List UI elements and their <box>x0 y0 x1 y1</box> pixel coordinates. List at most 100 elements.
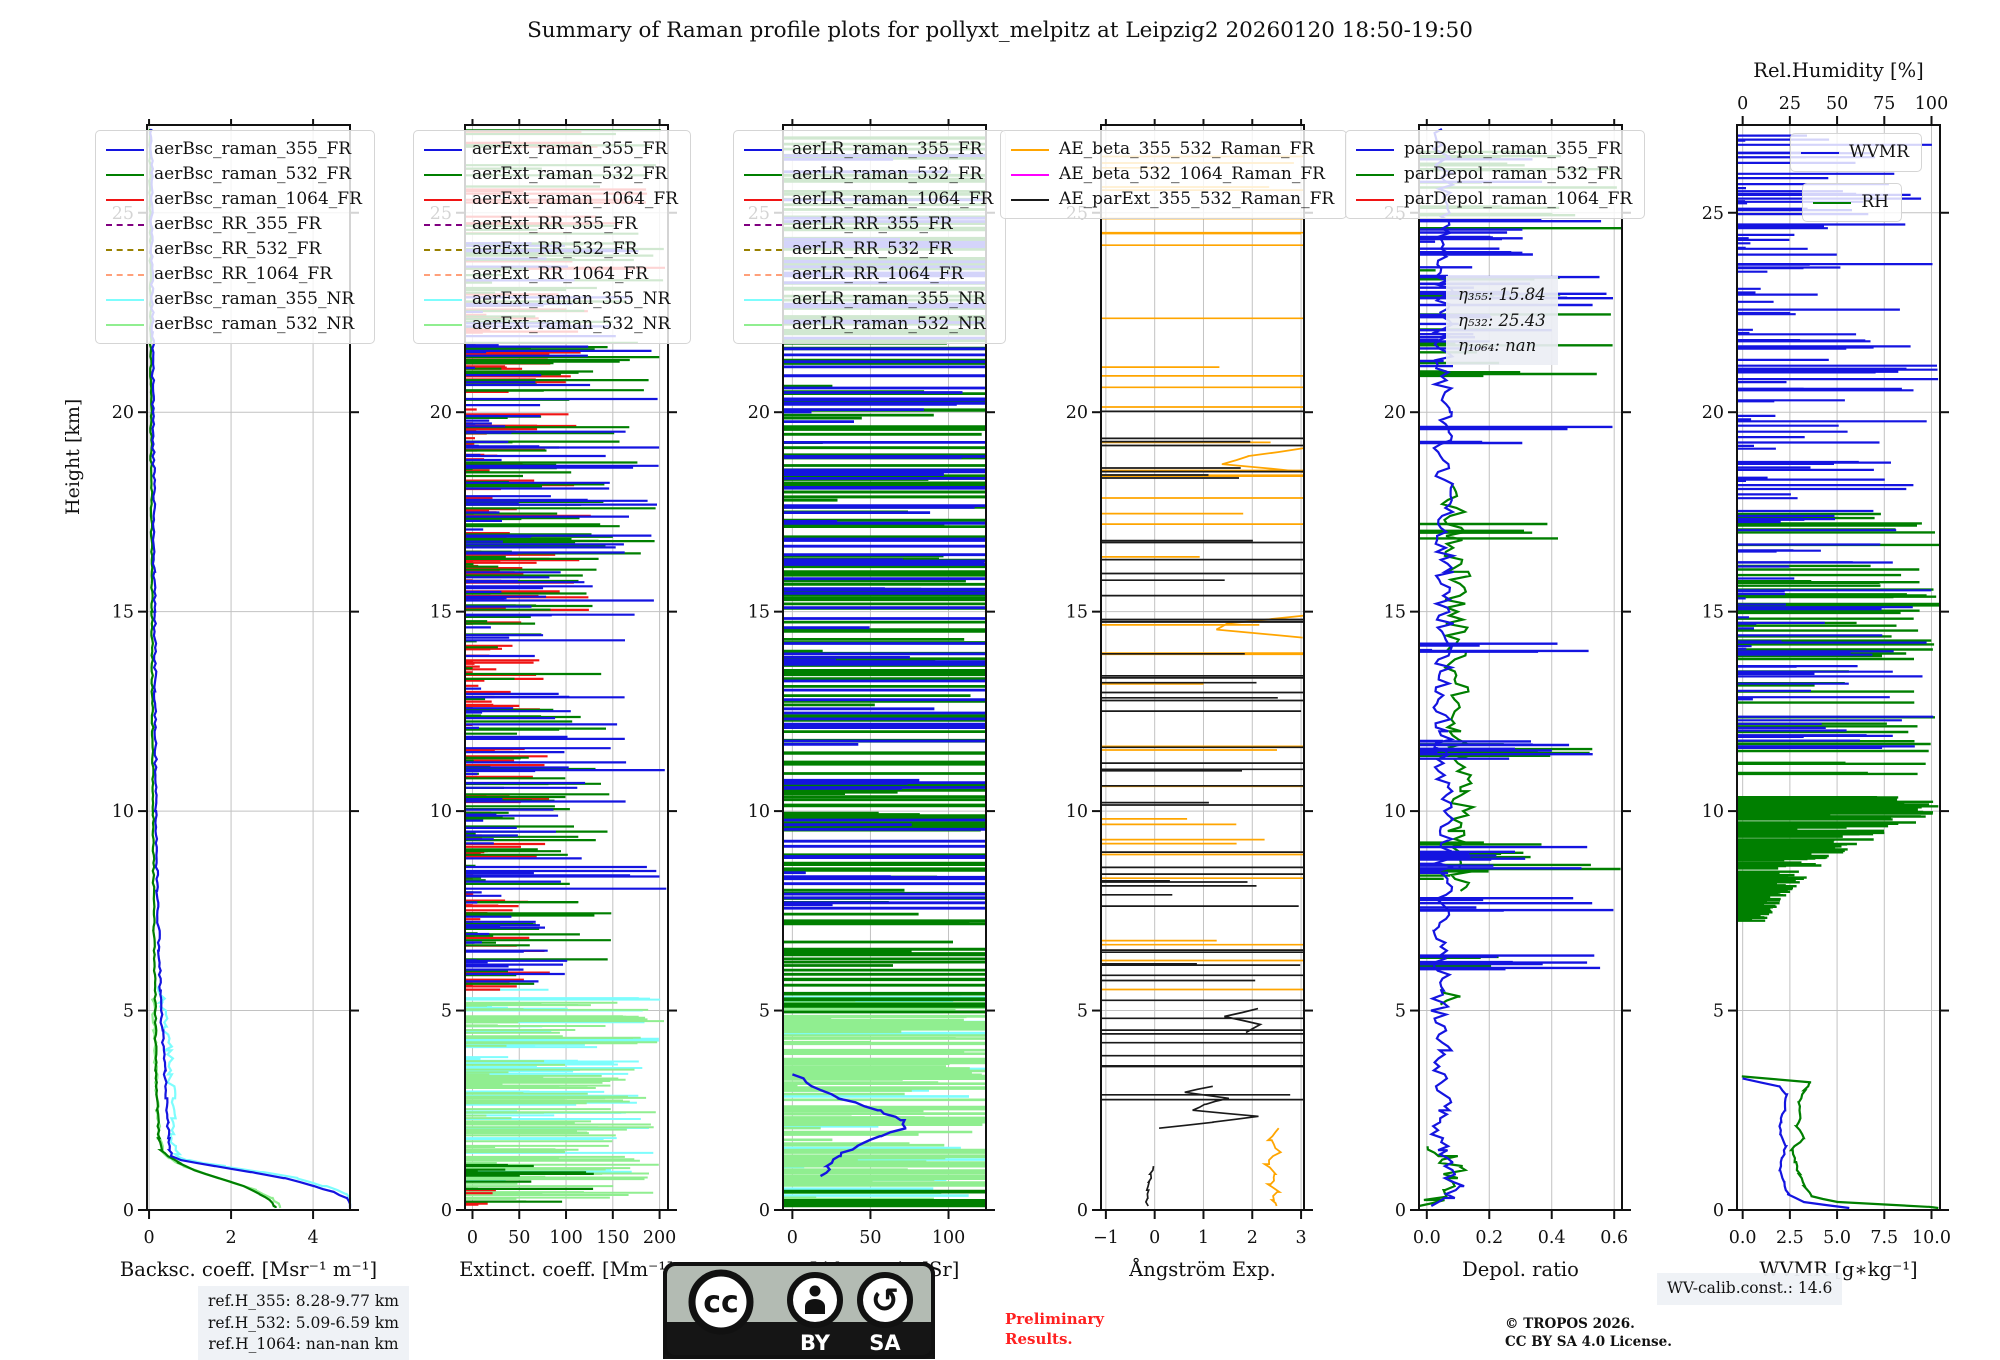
legend-label: parDepol_raman_532_FR <box>1404 164 1622 184</box>
x-tick-label: 1 <box>1198 1228 1209 1248</box>
legend-label: aerLR_raman_1064_FR <box>792 189 994 209</box>
top-tick-label: 100 <box>1915 94 1948 114</box>
legend-item: aerBsc_raman_355_NR <box>106 287 362 312</box>
legend-label: aerExt_raman_355_FR <box>472 139 668 159</box>
wv-calib-annotation: WV-calib.const.: 14.6 <box>1657 1273 1843 1305</box>
eta-532: η₅₃₂: 25.43 <box>1458 310 1546 330</box>
legend-item: aerExt_RR_355_FR <box>424 212 678 237</box>
y-tick-label: 0 <box>1395 1201 1406 1221</box>
x-tick-label: 0 <box>787 1228 798 1248</box>
legend-label: AE_beta_355_532_Raman_FR <box>1059 139 1315 159</box>
legend-swatch <box>424 273 462 276</box>
legend-label: aerExt_RR_355_FR <box>472 214 638 234</box>
legend-item: aerLR_raman_1064_FR <box>744 187 993 212</box>
chart-panel-angstrom: −101230510152025Ångström Exp. <box>1066 119 1313 1281</box>
x-tick-label: 0 <box>1149 1228 1160 1248</box>
legend-swatch <box>424 148 462 151</box>
legend-swatch <box>424 298 462 301</box>
reference-height-annotation: ref.H_355: 8.28-9.77 km ref.H_532: 5.09-… <box>198 1286 409 1360</box>
x-axis-label-depol: Depol. ratio <box>1462 1258 1579 1281</box>
legend-swatch <box>744 223 782 226</box>
legend-item: aerBsc_raman_1064_FR <box>106 187 362 212</box>
eta-1064: η₁₀₆₄: nan <box>1458 336 1537 356</box>
y-tick-label: 20 <box>430 403 452 423</box>
series-RH_low <box>1741 1075 1939 1210</box>
x-tick-label: 0.0 <box>1729 1228 1757 1248</box>
legend-swatch <box>106 223 144 226</box>
x-axis-label-extinction: Extinct. coeff. [Mm⁻¹] <box>459 1258 674 1281</box>
x-tick-label: 0.6 <box>1600 1228 1628 1248</box>
legend-swatch <box>106 323 144 326</box>
refH-355: ref.H_355: 8.28-9.77 km <box>208 1292 399 1310</box>
y-tick-label: 5 <box>1077 1002 1088 1022</box>
top-tick-label: 50 <box>1826 94 1848 114</box>
x-axis-label-backscatter: Backsc. coeff. [Msr⁻¹ m⁻¹] <box>120 1258 377 1281</box>
y-tick-label: 0 <box>759 1201 770 1221</box>
legend-swatch <box>106 148 144 151</box>
legend-item: aerExt_RR_1064_FR <box>424 262 678 287</box>
preliminary-results-note: Preliminary Results. <box>1005 1310 1104 1348</box>
x-tick-label: 2.5 <box>1776 1228 1804 1248</box>
legend-swatch <box>1356 198 1394 201</box>
x-tick-label: 3 <box>1296 1228 1307 1248</box>
legend-label: aerExt_RR_1064_FR <box>472 264 649 284</box>
legend-swatch <box>1356 173 1394 176</box>
legend-label: AE_beta_532_1064_Raman_FR <box>1059 164 1325 184</box>
legend-label: aerBsc_raman_355_NR <box>154 289 355 309</box>
series-AE_parExt_355_532_Raman_FR <box>1101 410 1304 1101</box>
legend-label: aerBsc_raman_355_FR <box>154 139 352 159</box>
series-aerBsc_raman_355_NR <box>156 986 352 1207</box>
legend-depol: parDepol_raman_355_FR parDepol_raman_532_… <box>1345 130 1646 219</box>
x-tick-label: 2 <box>226 1228 237 1248</box>
y-tick-label: 0 <box>1713 1201 1724 1221</box>
legend-swatch <box>744 323 782 326</box>
legend-swatch <box>744 173 782 176</box>
series-AE_parExt_355_532_Raman_FR_wiggles <box>1144 1007 1263 1207</box>
legend-item: parDepol_raman_355_FR <box>1356 137 1632 162</box>
legend-swatch <box>1011 148 1049 151</box>
x-axis-label-angstrom: Ångström Exp. <box>1128 1256 1276 1281</box>
top-tick-label: 25 <box>1779 94 1801 114</box>
legend-label: aerBsc_RR_355_FR <box>154 214 322 234</box>
y-tick-label: 20 <box>1702 403 1724 423</box>
y-tick-label: 10 <box>112 802 134 822</box>
series-parDepol_raman_532_FR_spikes <box>1419 150 1622 968</box>
legend-item: aerBsc_RR_532_FR <box>106 237 362 262</box>
legend-item: aerExt_raman_532_FR <box>424 162 678 187</box>
series-AE_beta_355_532_Raman_FR_wiggles <box>1215 447 1305 1207</box>
legend-swatch <box>744 248 782 251</box>
y-tick-label: 10 <box>1702 802 1724 822</box>
x-tick-label: 50 <box>508 1228 530 1248</box>
legend-label: aerLR_raman_532_FR <box>792 164 983 184</box>
legend-swatch <box>106 248 144 251</box>
legend-swatch <box>1356 148 1394 151</box>
x-tick-label: −1 <box>1093 1228 1119 1248</box>
legend-item: AE_beta_355_532_Raman_FR <box>1011 137 1334 162</box>
legend-label: aerExt_raman_532_NR <box>472 314 671 334</box>
y-tick-label: 0 <box>441 1201 452 1221</box>
legend-label: WVMR <box>1849 142 1909 162</box>
copyright-note: © TROPOS 2026. CC BY SA 4.0 License. <box>1505 1316 1672 1351</box>
series-aerLR_raman_532_NR <box>783 1001 986 1201</box>
legend-label: aerExt_raman_532_FR <box>472 164 668 184</box>
legend-lidar-ratio: aerLR_raman_355_FR aerLR_raman_532_FR aerL… <box>733 130 1007 344</box>
legend-label: aerLR_raman_355_NR <box>792 289 986 309</box>
legend-label: aerLR_RR_1064_FR <box>792 264 964 284</box>
y-tick-label: 5 <box>1395 1002 1406 1022</box>
legend-label: aerExt_RR_532_FR <box>472 239 638 259</box>
y-tick-label: 15 <box>1384 603 1406 623</box>
legend-label: aerBsc_raman_532_FR <box>154 164 352 184</box>
y-tick-label: 25 <box>1702 204 1724 224</box>
x-tick-label: 0 <box>467 1228 478 1248</box>
legend-item: aerBsc_raman_532_FR <box>106 162 362 187</box>
legend-angstrom: AE_beta_355_532_Raman_FR AE_beta_532_1064… <box>1000 130 1348 219</box>
y-tick-label: 5 <box>441 1002 452 1022</box>
series-aerLR_raman_355_FR_low <box>791 1073 907 1178</box>
legend-swatch <box>106 198 144 201</box>
legend-swatch <box>744 148 782 151</box>
top-axis-label: Rel.Humidity [%] <box>1753 59 1923 82</box>
x-tick-label: 0.4 <box>1538 1228 1566 1248</box>
